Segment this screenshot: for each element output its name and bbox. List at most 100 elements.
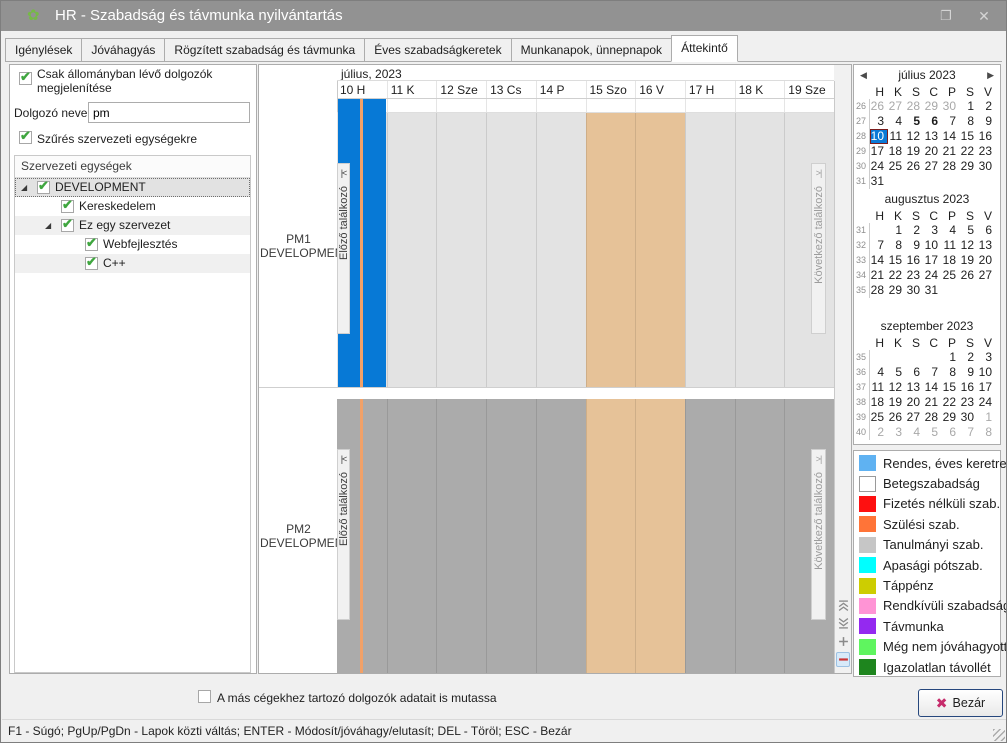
calendar-day[interactable]: 24 xyxy=(870,159,884,173)
calendar-next-icon[interactable]: ▶ xyxy=(987,70,994,80)
tree-checkbox[interactable]: ✔ xyxy=(61,217,74,232)
calendar-day[interactable]: 16 xyxy=(960,380,974,394)
calendar-day[interactable]: 14 xyxy=(924,380,938,394)
calendar-day[interactable]: 31 xyxy=(924,283,938,297)
day-header[interactable]: 17 H xyxy=(684,81,735,99)
tab-igénylések[interactable]: Igénylések xyxy=(5,38,83,62)
calendar-day[interactable]: 23 xyxy=(906,268,920,282)
calendar-day[interactable]: 15 xyxy=(960,129,974,143)
calendar-day[interactable]: 7 xyxy=(967,425,974,439)
tab-munkanapok-ünnepnapok[interactable]: Munkanapok, ünnepnapok xyxy=(510,38,673,62)
calendar-day[interactable]: 11 xyxy=(943,238,956,252)
calendar-day[interactable]: 15 xyxy=(942,380,956,394)
close-button[interactable]: ✖ Bezár xyxy=(918,689,1003,717)
calendar-day[interactable]: 5 xyxy=(931,425,938,439)
calendar-day[interactable]: 20 xyxy=(924,144,938,158)
calendar-day[interactable]: 30 xyxy=(906,283,920,297)
calendar-day[interactable]: 25 xyxy=(870,410,884,424)
calendar-day[interactable]: 27 xyxy=(978,268,992,282)
calendar-day[interactable]: 11 xyxy=(889,129,902,143)
calendar-day[interactable]: 27 xyxy=(888,99,902,113)
maximize-button[interactable]: ❐ xyxy=(940,8,952,23)
tree-checkbox[interactable]: ✔ xyxy=(37,179,50,194)
calendar-day[interactable]: 14 xyxy=(870,253,884,267)
tree-node-kereskedelem[interactable]: ✔ Kereskedelem xyxy=(15,197,250,216)
calendar-day[interactable]: 12 xyxy=(960,238,974,252)
calendar-day[interactable]: 8 xyxy=(949,365,956,379)
next-meeting-button-pm2[interactable]: >| Következő találkozó xyxy=(811,449,826,620)
calendar-day[interactable]: 12 xyxy=(888,380,902,394)
calendar-day[interactable]: 28 xyxy=(942,159,956,173)
calendar-day[interactable]: 26 xyxy=(960,268,974,282)
resize-grip-icon[interactable] xyxy=(993,729,1005,741)
day-header[interactable]: 14 P xyxy=(535,81,586,99)
calendar-day[interactable]: 26 xyxy=(870,99,884,113)
calendar-day[interactable]: 1 xyxy=(967,99,974,113)
calendar-day[interactable]: 2 xyxy=(967,350,974,364)
calendar-day[interactable]: 16 xyxy=(978,129,992,143)
calendar-day[interactable]: 6 xyxy=(949,425,956,439)
calendar-day[interactable]: 9 xyxy=(967,365,974,379)
only-active-checkbox[interactable]: ✔ xyxy=(19,70,32,85)
calendar-day[interactable]: 31 xyxy=(870,174,884,188)
calendar-day[interactable]: 17 xyxy=(870,144,884,158)
calendar-day[interactable]: 9 xyxy=(985,114,992,128)
close-window-button[interactable]: ✕ xyxy=(978,8,990,24)
calendar-day[interactable]: 10 xyxy=(870,129,888,144)
calendar-day[interactable]: 15 xyxy=(888,253,902,267)
calendar-day[interactable]: 3 xyxy=(895,425,902,439)
calendar-day[interactable]: 7 xyxy=(949,114,956,128)
calendar-day[interactable]: 16 xyxy=(906,253,920,267)
day-header[interactable]: 19 Sze xyxy=(784,81,834,99)
calendar-day[interactable]: 4 xyxy=(913,425,920,439)
calendar-day[interactable]: 1 xyxy=(985,410,992,424)
calendar-day[interactable]: 20 xyxy=(906,395,920,409)
calendar-day[interactable]: 13 xyxy=(924,129,938,143)
prev-meeting-button-pm1[interactable]: |< Előző találkozó xyxy=(337,163,350,334)
calendar-day[interactable]: 19 xyxy=(906,144,920,158)
tree-node-webfejlesztés[interactable]: ✔ Webfejlesztés xyxy=(15,235,250,254)
calendar-day[interactable]: 22 xyxy=(942,395,956,409)
calendar-day[interactable]: 8 xyxy=(985,425,992,439)
calendar-day[interactable]: 29 xyxy=(960,159,974,173)
calendar-day[interactable]: 18 xyxy=(888,144,902,158)
day-header[interactable]: 15 Szo xyxy=(585,81,636,99)
calendar-day[interactable]: 7 xyxy=(877,238,884,252)
tree-checkbox[interactable]: ✔ xyxy=(85,236,98,251)
calendar-day[interactable]: 23 xyxy=(978,144,992,158)
zoom-in-icon[interactable] xyxy=(836,634,850,649)
calendar-day[interactable]: 1 xyxy=(949,350,956,364)
calendar-day[interactable]: 30 xyxy=(942,99,956,113)
tab-éves-szabadságkeretek[interactable]: Éves szabadságkeretek xyxy=(364,38,512,62)
calendar-day[interactable]: 10 xyxy=(924,238,938,252)
calendar-day[interactable]: 3 xyxy=(877,114,884,128)
calendar-day[interactable]: 21 xyxy=(924,395,938,409)
day-header[interactable]: 13 Cs xyxy=(486,81,536,99)
calendar-day[interactable]: 17 xyxy=(924,253,938,267)
scroll-top-icon[interactable] xyxy=(836,598,850,613)
calendar-day[interactable]: 11 xyxy=(871,380,884,394)
calendar-day[interactable]: 29 xyxy=(888,283,902,297)
calendar-day[interactable]: 18 xyxy=(870,395,884,409)
calendar-day[interactable]: 19 xyxy=(888,395,902,409)
calendar-day[interactable]: 1 xyxy=(895,223,902,237)
gantt-grid[interactable] xyxy=(337,99,834,673)
calendar-day[interactable]: 20 xyxy=(978,253,992,267)
calendar-day[interactable]: 25 xyxy=(942,268,956,282)
calendar-day[interactable]: 29 xyxy=(924,99,938,113)
day-header[interactable]: 12 Sze xyxy=(436,81,486,99)
calendar-day[interactable]: 9 xyxy=(913,238,920,252)
tree-node-development[interactable]: ◢ ✔ DEVELOPMENT xyxy=(15,178,250,197)
calendar-day[interactable]: 25 xyxy=(888,159,902,173)
calendar-day[interactable]: 5 xyxy=(967,223,974,237)
calendar-day[interactable]: 3 xyxy=(985,350,992,364)
calendar-day[interactable]: 28 xyxy=(906,99,920,113)
calendar-day[interactable]: 30 xyxy=(978,159,992,173)
calendar-day[interactable]: 5 xyxy=(895,365,902,379)
calendar-day[interactable]: 21 xyxy=(942,144,956,158)
calendar-day[interactable]: 26 xyxy=(888,410,902,424)
calendar-day[interactable]: 10 xyxy=(978,365,992,379)
day-header[interactable]: 10 H xyxy=(340,83,366,97)
zoom-out-icon[interactable] xyxy=(836,652,850,667)
calendar-day[interactable]: 6 xyxy=(985,223,992,237)
